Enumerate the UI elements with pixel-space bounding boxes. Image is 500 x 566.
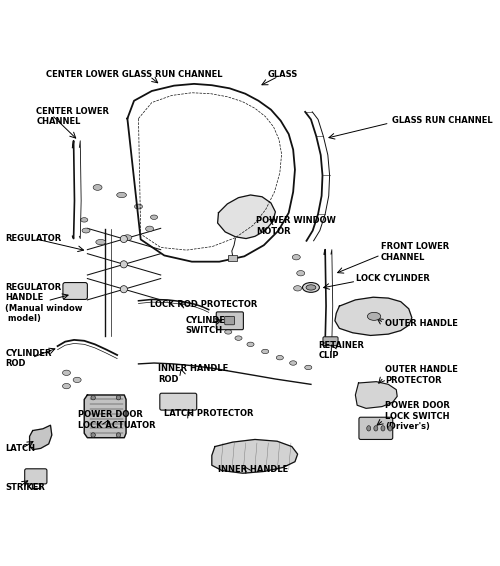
Circle shape [120,261,128,268]
Polygon shape [218,195,276,238]
Text: CYLINDER
SWITCH: CYLINDER SWITCH [185,315,232,335]
Ellipse shape [93,185,102,190]
Text: INNER HANDLE: INNER HANDLE [218,465,288,474]
Circle shape [120,286,128,293]
Ellipse shape [262,349,268,354]
Ellipse shape [304,365,312,370]
Bar [228,255,237,261]
Polygon shape [356,381,397,408]
Circle shape [116,433,120,438]
Ellipse shape [368,312,380,320]
Ellipse shape [306,285,316,290]
FancyBboxPatch shape [24,469,47,484]
Text: FRONT LOWER
CHANNEL: FRONT LOWER CHANNEL [380,242,449,261]
Text: CENTER LOWER GLASS RUN CHANNEL: CENTER LOWER GLASS RUN CHANNEL [46,71,222,79]
Ellipse shape [374,426,378,431]
Ellipse shape [294,286,302,291]
Ellipse shape [82,228,90,233]
Text: GLASS RUN CHANNEL: GLASS RUN CHANNEL [392,116,492,125]
FancyBboxPatch shape [160,393,196,410]
Text: LOCK ROD PROTECTOR: LOCK ROD PROTECTOR [150,300,257,309]
Ellipse shape [247,342,254,346]
Ellipse shape [276,355,283,360]
Circle shape [91,396,96,400]
Text: CYLINDER
ROD: CYLINDER ROD [5,349,52,368]
Text: RETAINER
CLIP: RETAINER CLIP [318,341,364,361]
Text: POWER WINDOW
MOTOR: POWER WINDOW MOTOR [256,216,336,236]
Ellipse shape [150,215,158,220]
Ellipse shape [96,239,106,245]
Ellipse shape [62,383,70,389]
Ellipse shape [292,255,300,260]
Polygon shape [212,439,298,473]
Text: GLASS: GLASS [268,71,298,79]
Circle shape [116,396,120,400]
Circle shape [91,433,96,438]
Ellipse shape [62,370,70,375]
Text: REGULATOR: REGULATOR [5,234,62,243]
Text: OUTER HANDLE: OUTER HANDLE [385,319,458,328]
Text: LATCH: LATCH [5,444,35,453]
Ellipse shape [224,329,232,334]
Polygon shape [30,425,52,449]
Ellipse shape [290,361,296,365]
Ellipse shape [381,426,385,431]
Ellipse shape [235,336,242,340]
Ellipse shape [80,218,88,222]
Ellipse shape [366,426,370,431]
Ellipse shape [146,226,154,231]
Text: POWER DOOR
LOCK SWITCH
(Driver's): POWER DOOR LOCK SWITCH (Driver's) [385,401,450,431]
Ellipse shape [73,377,81,383]
Text: POWER DOOR
LOCK ACTUATOR: POWER DOOR LOCK ACTUATOR [78,410,156,430]
FancyBboxPatch shape [359,417,392,439]
Ellipse shape [388,426,392,431]
Polygon shape [84,395,126,438]
Text: OUTER HANDLE
PROTECTOR: OUTER HANDLE PROTECTOR [385,365,458,385]
Ellipse shape [296,271,304,276]
FancyBboxPatch shape [224,316,234,325]
Ellipse shape [134,204,142,209]
Polygon shape [335,297,412,336]
Text: LATCH PROTECTOR: LATCH PROTECTOR [164,409,254,418]
Text: LOCK CYLINDER: LOCK CYLINDER [356,274,430,283]
Text: STRIKER: STRIKER [5,483,45,492]
Circle shape [120,235,128,243]
Ellipse shape [302,282,320,292]
Text: REGULATOR
HANDLE
(Manual window
 model): REGULATOR HANDLE (Manual window model) [5,283,82,323]
Ellipse shape [116,192,126,198]
FancyBboxPatch shape [63,282,88,299]
FancyBboxPatch shape [216,312,244,329]
Text: INNER HANDLE
ROD: INNER HANDLE ROD [158,365,228,384]
Text: CENTER LOWER
CHANNEL: CENTER LOWER CHANNEL [36,106,110,126]
Ellipse shape [123,235,132,241]
FancyBboxPatch shape [323,337,338,346]
